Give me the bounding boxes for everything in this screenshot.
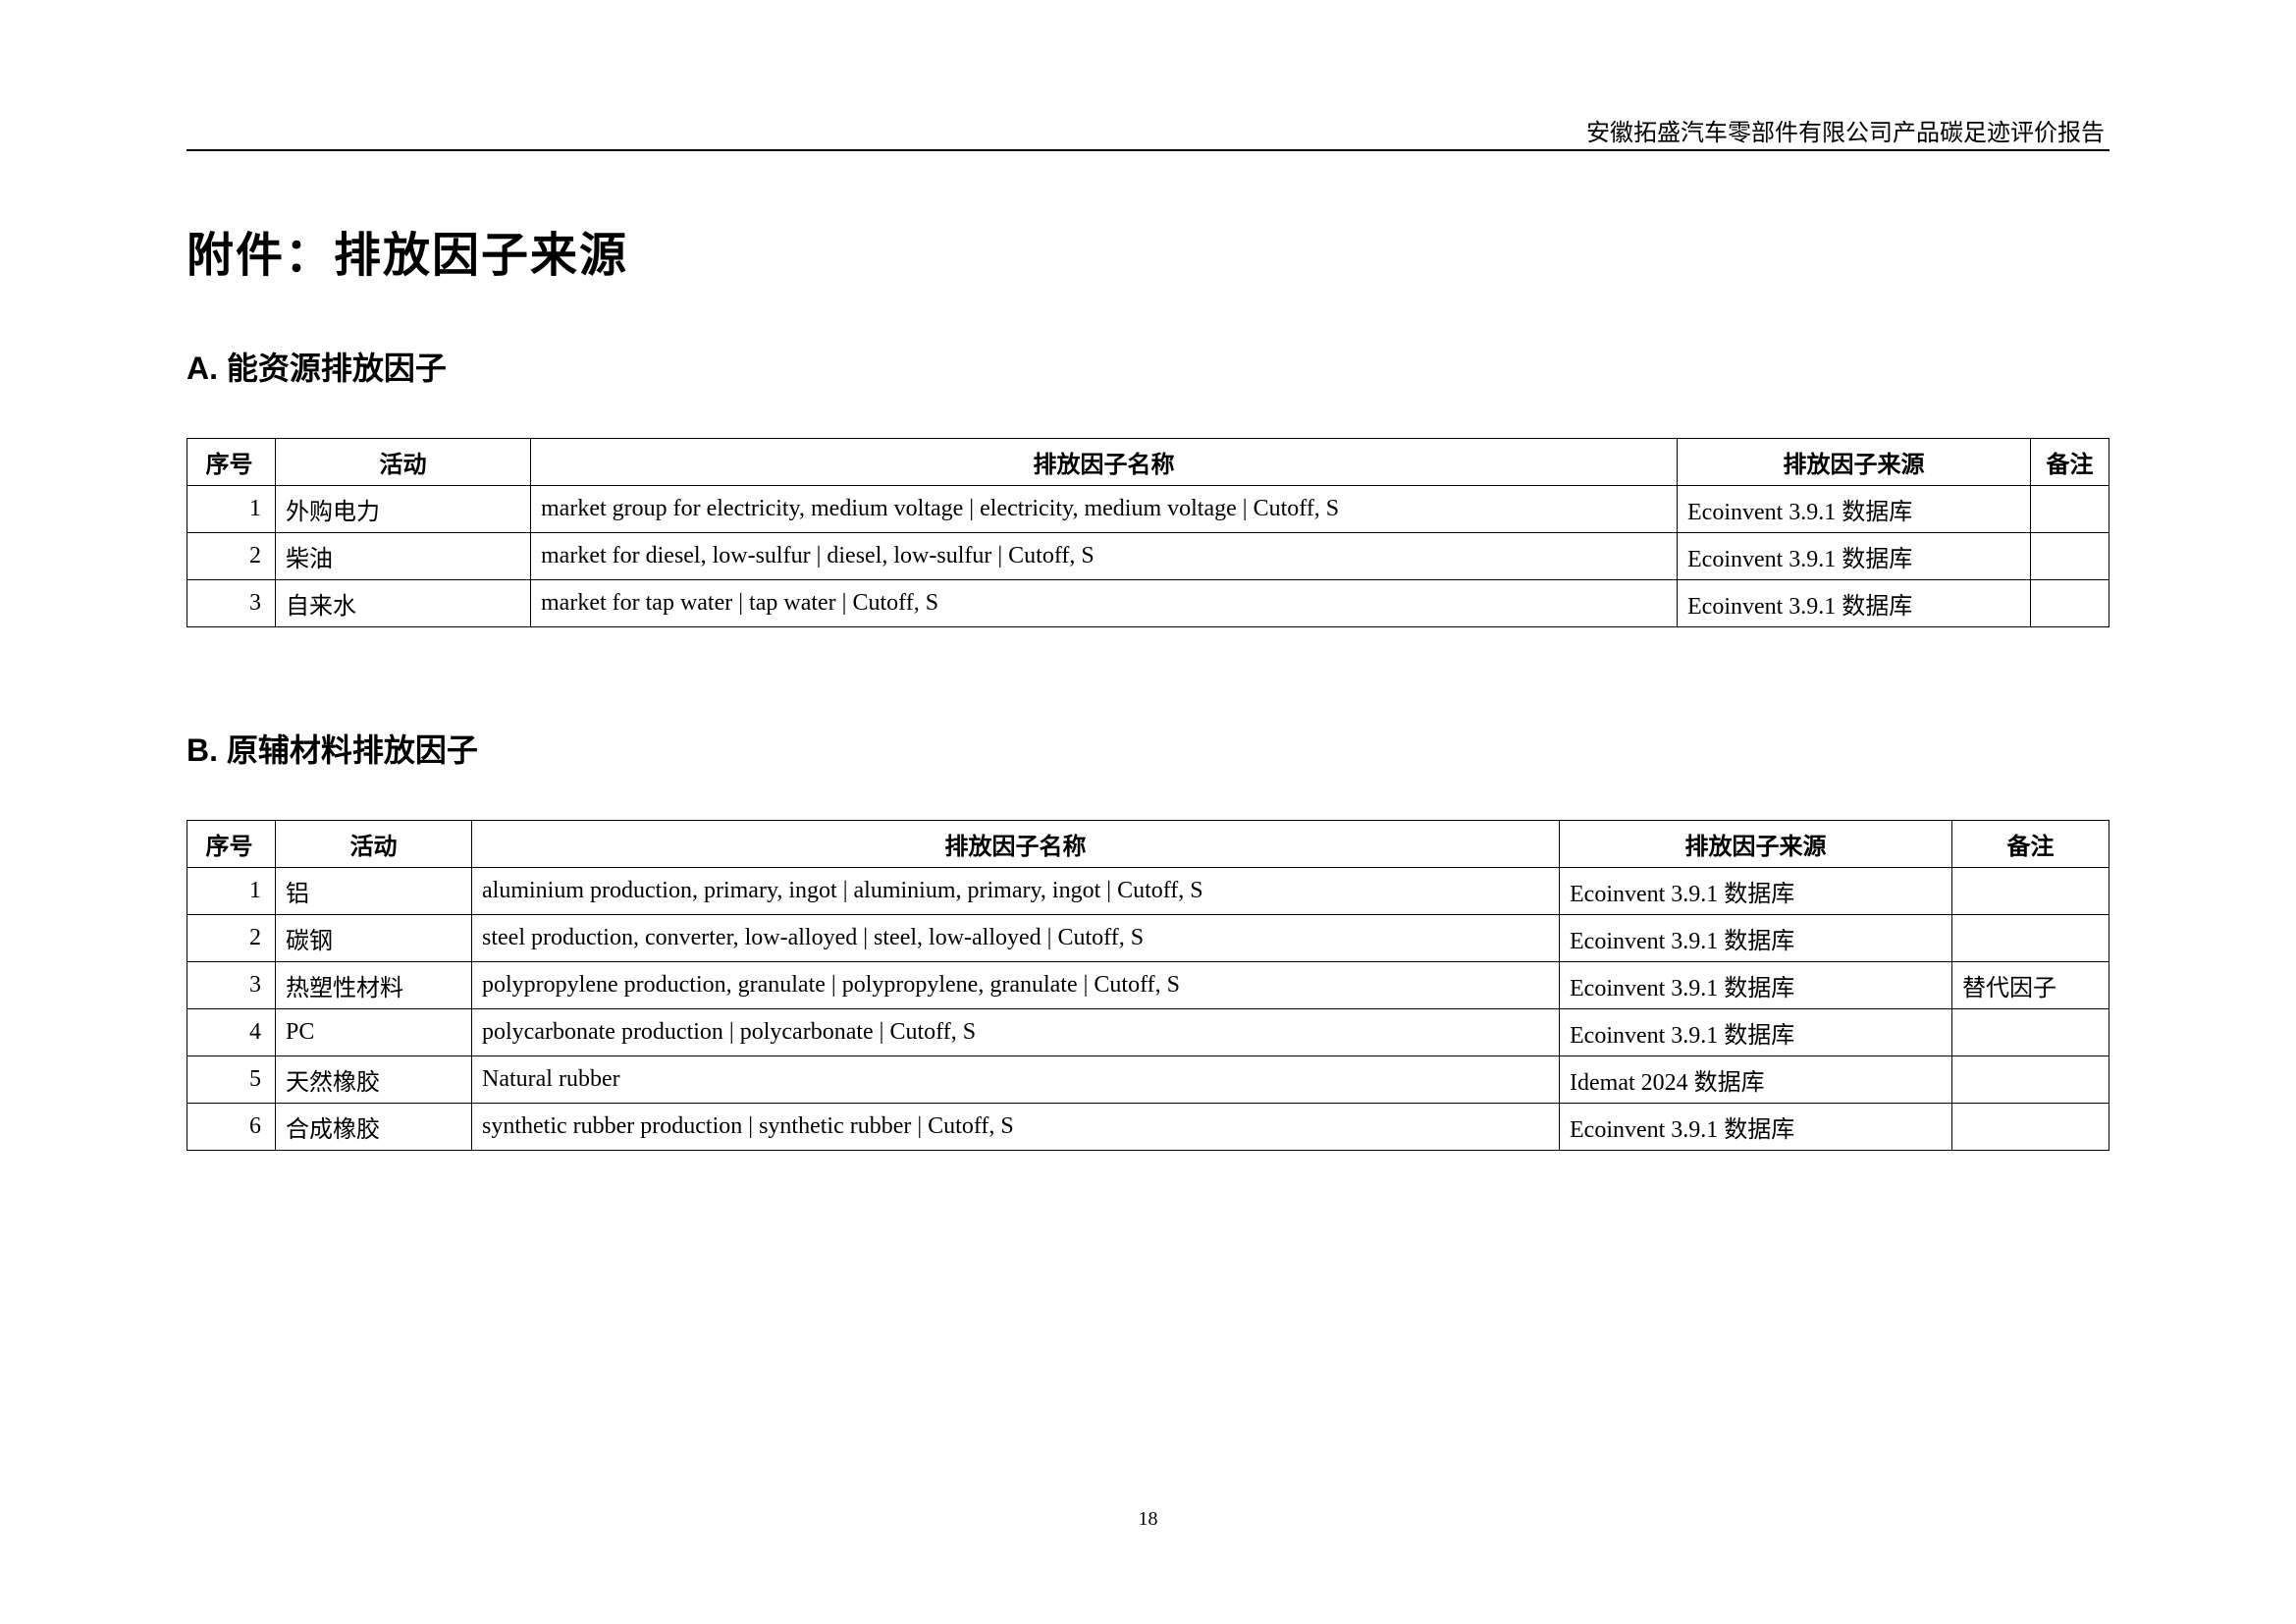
page-number: 18	[0, 1508, 2296, 1531]
cell-source: Ecoinvent 3.9.1 数据库	[1560, 868, 1952, 915]
col-note-header: 备注	[1952, 821, 2109, 868]
header-rule	[187, 149, 2109, 151]
table-row: 3 自来水 market for tap water | tap water |…	[187, 580, 2109, 627]
cell-note	[2031, 533, 2109, 580]
cell-note	[1952, 868, 2109, 915]
table-a: 序号 活动 排放因子名称 排放因子来源 备注 1 外购电力 market gro…	[187, 438, 2109, 627]
cell-seq: 3	[187, 580, 276, 627]
cell-note	[1952, 915, 2109, 962]
table-row: 2 碳钢 steel production, converter, low-al…	[187, 915, 2109, 962]
table-a-body: 1 外购电力 market group for electricity, med…	[187, 486, 2109, 627]
cell-name: Natural rubber	[472, 1056, 1560, 1104]
col-name-header: 排放因子名称	[531, 439, 1678, 486]
col-note-header: 备注	[2031, 439, 2109, 486]
cell-note: 替代因子	[1952, 962, 2109, 1009]
cell-source: Ecoinvent 3.9.1 数据库	[1678, 486, 2031, 533]
cell-name: polycarbonate production | polycarbonate…	[472, 1009, 1560, 1056]
cell-seq: 2	[187, 533, 276, 580]
col-activity-header: 活动	[276, 439, 531, 486]
col-seq-header: 序号	[187, 821, 276, 868]
cell-source: Ecoinvent 3.9.1 数据库	[1560, 915, 1952, 962]
cell-activity: PC	[276, 1009, 472, 1056]
col-seq-header: 序号	[187, 439, 276, 486]
cell-source: Idemat 2024 数据库	[1560, 1056, 1952, 1104]
cell-source: Ecoinvent 3.9.1 数据库	[1560, 1009, 1952, 1056]
table-b: 序号 活动 排放因子名称 排放因子来源 备注 1 铝 aluminium pro…	[187, 820, 2109, 1151]
cell-seq: 5	[187, 1056, 276, 1104]
cell-activity: 天然橡胶	[276, 1056, 472, 1104]
section-b: B. 原辅材料排放因子 序号 活动 排放因子名称 排放因子来源 备注 1 铝	[187, 726, 2109, 1151]
col-activity-header: 活动	[276, 821, 472, 868]
cell-name: aluminium production, primary, ingot | a…	[472, 868, 1560, 915]
table-row: 1 外购电力 market group for electricity, med…	[187, 486, 2109, 533]
col-source-header: 排放因子来源	[1560, 821, 1952, 868]
cell-name: steel production, converter, low-alloyed…	[472, 915, 1560, 962]
col-source-header: 排放因子来源	[1678, 439, 2031, 486]
cell-activity: 合成橡胶	[276, 1104, 472, 1151]
cell-name: market group for electricity, medium vol…	[531, 486, 1678, 533]
cell-activity: 自来水	[276, 580, 531, 627]
table-b-header-row: 序号 活动 排放因子名称 排放因子来源 备注	[187, 821, 2109, 868]
cell-note	[2031, 580, 2109, 627]
page-header: 安徽拓盛汽车零部件有限公司产品碳足迹评价报告	[1586, 113, 2105, 147]
table-row: 4 PC polycarbonate production | polycarb…	[187, 1009, 2109, 1056]
cell-note	[2031, 486, 2109, 533]
cell-seq: 2	[187, 915, 276, 962]
cell-source: Ecoinvent 3.9.1 数据库	[1678, 533, 2031, 580]
main-title: 附件：排放因子来源	[187, 216, 2109, 285]
cell-source: Ecoinvent 3.9.1 数据库	[1678, 580, 2031, 627]
section-a-title: A. 能资源排放因子	[187, 344, 2109, 389]
table-row: 6 合成橡胶 synthetic rubber production | syn…	[187, 1104, 2109, 1151]
page: 安徽拓盛汽车零部件有限公司产品碳足迹评价报告 附件：排放因子来源 A. 能资源排…	[0, 0, 2296, 1624]
table-a-header-row: 序号 活动 排放因子名称 排放因子来源 备注	[187, 439, 2109, 486]
cell-note	[1952, 1009, 2109, 1056]
cell-seq: 3	[187, 962, 276, 1009]
cell-seq: 1	[187, 868, 276, 915]
table-row: 1 铝 aluminium production, primary, ingot…	[187, 868, 2109, 915]
cell-activity: 外购电力	[276, 486, 531, 533]
cell-seq: 1	[187, 486, 276, 533]
col-name-header: 排放因子名称	[472, 821, 1560, 868]
cell-activity: 柴油	[276, 533, 531, 580]
content: 附件：排放因子来源 A. 能资源排放因子 序号 活动 排放因子名称 排放因子来源…	[187, 216, 2109, 1151]
cell-activity: 碳钢	[276, 915, 472, 962]
cell-source: Ecoinvent 3.9.1 数据库	[1560, 962, 1952, 1009]
cell-name: polypropylene production, granulate | po…	[472, 962, 1560, 1009]
table-row: 5 天然橡胶 Natural rubber Idemat 2024 数据库	[187, 1056, 2109, 1104]
cell-name: market for tap water | tap water | Cutof…	[531, 580, 1678, 627]
cell-note	[1952, 1056, 2109, 1104]
cell-source: Ecoinvent 3.9.1 数据库	[1560, 1104, 1952, 1151]
table-row: 2 柴油 market for diesel, low-sulfur | die…	[187, 533, 2109, 580]
cell-name: market for diesel, low-sulfur | diesel, …	[531, 533, 1678, 580]
section-b-title: B. 原辅材料排放因子	[187, 726, 2109, 771]
cell-seq: 6	[187, 1104, 276, 1151]
cell-activity: 热塑性材料	[276, 962, 472, 1009]
section-a: A. 能资源排放因子 序号 活动 排放因子名称 排放因子来源 备注 1 外购电力	[187, 344, 2109, 627]
cell-seq: 4	[187, 1009, 276, 1056]
table-row: 3 热塑性材料 polypropylene production, granul…	[187, 962, 2109, 1009]
cell-note	[1952, 1104, 2109, 1151]
table-b-body: 1 铝 aluminium production, primary, ingot…	[187, 868, 2109, 1151]
cell-activity: 铝	[276, 868, 472, 915]
cell-name: synthetic rubber production | synthetic …	[472, 1104, 1560, 1151]
